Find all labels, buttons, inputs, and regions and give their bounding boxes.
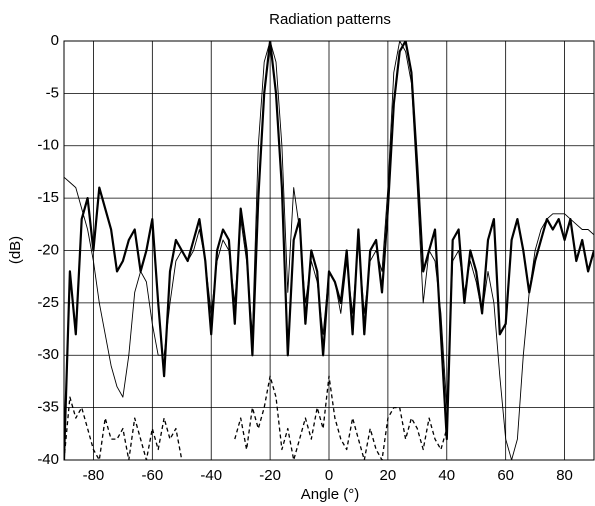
x-tick-label: -20 xyxy=(259,467,281,484)
y-tick-label: -35 xyxy=(37,399,59,416)
y-tick-label: 0 xyxy=(51,32,59,49)
x-tick-label: -40 xyxy=(200,467,222,484)
y-tick-label: -40 xyxy=(37,451,59,468)
x-tick-label: 60 xyxy=(497,467,514,484)
series-line xyxy=(64,41,594,460)
y-tick-label: -10 xyxy=(37,137,59,154)
y-tick-label: -25 xyxy=(37,294,59,311)
x-tick-label: -80 xyxy=(83,467,105,484)
x-tick-label: 20 xyxy=(380,467,397,484)
x-axis-label: Angle (°) xyxy=(301,486,360,503)
x-tick-label: -60 xyxy=(141,467,163,484)
y-tick-label: -20 xyxy=(37,241,59,258)
chart-title: Radiation patterns xyxy=(269,11,391,28)
x-tick-label: 80 xyxy=(556,467,573,484)
series-line xyxy=(64,375,448,460)
y-tick-label: -30 xyxy=(37,346,59,363)
y-tick-label: -15 xyxy=(37,189,59,206)
y-tick-label: -5 xyxy=(46,84,59,101)
y-axis-label: (dB) xyxy=(7,236,24,264)
x-tick-label: 40 xyxy=(438,467,455,484)
x-tick-label: 0 xyxy=(325,467,333,484)
